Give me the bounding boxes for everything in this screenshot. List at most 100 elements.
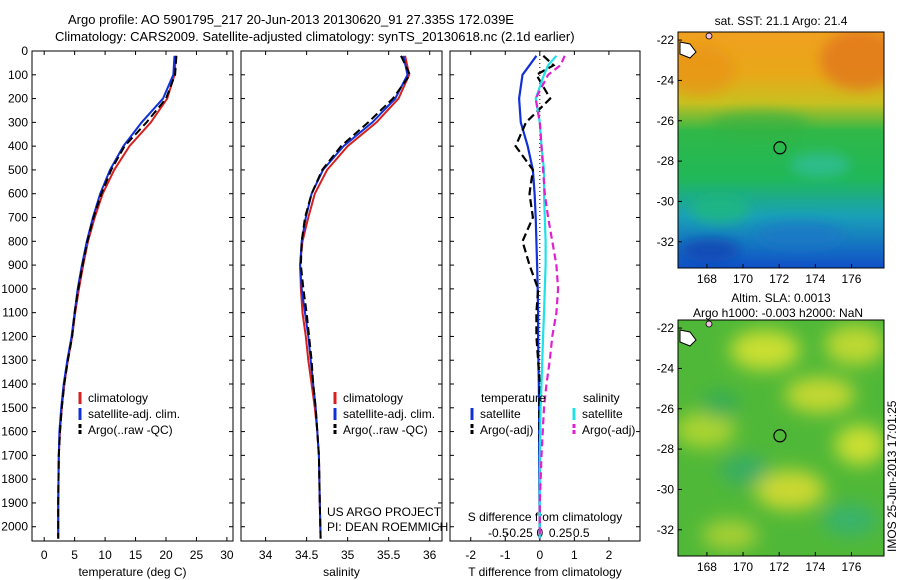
s-tick-label: 0.25 bbox=[549, 526, 573, 540]
x-tick-label: 5 bbox=[71, 548, 78, 562]
annotation: PI: DEAN ROEMMICH bbox=[327, 520, 448, 534]
map-y-tick-label: -30 bbox=[657, 194, 675, 208]
salinity-panel: 34 34.5 35 35.5 36 salinity climatology satelli… bbox=[240, 50, 448, 579]
x-tick-label: 35 bbox=[341, 548, 355, 562]
map-x-tick-label: 168 bbox=[697, 560, 717, 574]
legend-entry: climatology bbox=[343, 391, 403, 405]
map-axes: 168 170 172 174 176 -22 -24 -26 -28 -30 -32 sat. SS… bbox=[657, 14, 899, 574]
y-tick-label: 2000 bbox=[1, 520, 28, 534]
legend-entry: satellite bbox=[582, 407, 623, 421]
s-tick-label: 0.5 bbox=[573, 526, 590, 540]
x-tick-label: 0 bbox=[41, 548, 48, 562]
map-x-tick-label: 174 bbox=[805, 272, 825, 286]
x-tick-label: 1 bbox=[571, 548, 578, 562]
map-x-tick-label: 176 bbox=[841, 560, 861, 574]
x-tick-label: 0 bbox=[536, 548, 543, 562]
legend-title-salinity: salinity bbox=[583, 391, 620, 405]
y-tick-label: 500 bbox=[8, 163, 28, 177]
annotation: US ARGO PROJECT bbox=[327, 505, 442, 519]
y-tick-label: 1500 bbox=[1, 401, 28, 415]
argo-location-marker bbox=[773, 141, 787, 155]
map-y-tick-label: -30 bbox=[657, 482, 675, 496]
legend-entry: satellite-adj. clim. bbox=[88, 407, 180, 421]
map-y-tick-label: -26 bbox=[657, 402, 675, 416]
y-tick-label: 700 bbox=[8, 211, 28, 225]
argo-location-marker bbox=[773, 429, 787, 443]
y-tick-label: 100 bbox=[8, 68, 28, 82]
x-tick-label: 15 bbox=[129, 548, 143, 562]
legend-entry: satellite-adj. clim. bbox=[343, 407, 435, 421]
y-tick-label: 400 bbox=[8, 139, 28, 153]
y-tick-label: 1300 bbox=[1, 353, 28, 367]
legend-entry: Argo(..raw -QC) bbox=[343, 423, 428, 437]
sla-map-title-line1: Altim. SLA: 0.0013 bbox=[731, 291, 831, 305]
legend-entry: Argo(..raw -QC) bbox=[88, 423, 173, 437]
map-x-tick-label: 172 bbox=[769, 560, 789, 574]
y-tick-label: 1000 bbox=[1, 282, 28, 296]
map-frame bbox=[677, 31, 885, 269]
x-tick-label: 25 bbox=[190, 548, 204, 562]
difference-panel: -2 -1 0 1 2 T difference from climatology -0.5… bbox=[449, 50, 641, 579]
map-y-tick-label: -24 bbox=[657, 73, 675, 87]
temperature-panel: 0100200300400500600700800900100011001200… bbox=[1, 44, 234, 579]
s-tick-label: -0.25 bbox=[505, 526, 533, 540]
x-tick-label: -2 bbox=[465, 548, 476, 562]
x-tick-label: 2 bbox=[606, 548, 613, 562]
sla-map bbox=[678, 320, 884, 556]
map-frame bbox=[677, 319, 885, 557]
x-tick-label: 36 bbox=[423, 548, 437, 562]
sst-map-texture bbox=[678, 32, 884, 262]
map-y-tick-label: -22 bbox=[657, 321, 675, 335]
y-tick-label: 1400 bbox=[1, 377, 28, 391]
figure-title-line1: Argo profile: AO 5901795_217 20-Jun-2013… bbox=[68, 12, 514, 27]
island-shape bbox=[679, 41, 697, 59]
y-tick-label: 1200 bbox=[1, 329, 28, 343]
map-y-tick-label: -32 bbox=[657, 523, 675, 537]
reference-dot bbox=[705, 32, 713, 40]
map-y-tick-label: -32 bbox=[657, 235, 675, 249]
y-tick-label: 600 bbox=[8, 187, 28, 201]
y-tick-label: 0 bbox=[21, 44, 28, 58]
x-tick-label: 30 bbox=[220, 548, 234, 562]
y-tick-label: 900 bbox=[8, 258, 28, 272]
series-line-2 bbox=[57, 55, 178, 539]
x-tick-label: 10 bbox=[98, 548, 112, 562]
y-tick-label: 300 bbox=[8, 115, 28, 129]
island-shape bbox=[679, 329, 697, 347]
y-tick-label: 1900 bbox=[1, 496, 28, 510]
legend-entry: Argo(-adj) bbox=[480, 423, 533, 437]
x-tick-label: 34 bbox=[259, 548, 273, 562]
y-tick-label: 1700 bbox=[1, 448, 28, 462]
series-line-2 bbox=[299, 55, 412, 539]
legend-entry: satellite bbox=[480, 407, 521, 421]
y-tick-label: 1800 bbox=[1, 472, 28, 486]
figure-title-line2: Climatology: CARS2009. Satellite-adjuste… bbox=[55, 29, 575, 44]
y-tick-label: 1600 bbox=[1, 425, 28, 439]
x-tick-label: 35.5 bbox=[377, 548, 401, 562]
y-tick-label: 1100 bbox=[2, 306, 28, 320]
sst-map-title: sat. SST: 21.1 Argo: 21.4 bbox=[715, 14, 848, 28]
map-y-tick-label: -28 bbox=[657, 154, 675, 168]
map-x-tick-label: 170 bbox=[733, 560, 753, 574]
x-tick-label: 20 bbox=[159, 548, 173, 562]
map-x-tick-label: 172 bbox=[769, 272, 789, 286]
legend-entry: Argo(-adj) bbox=[582, 423, 635, 437]
map-y-tick-label: -26 bbox=[657, 114, 675, 128]
x-tick-label: 34.5 bbox=[295, 548, 319, 562]
timestamp: IMOS 25-Jun-2013 17:01:25 bbox=[885, 400, 899, 552]
map-y-tick-label: -22 bbox=[657, 33, 675, 47]
series-line-3 bbox=[534, 55, 566, 539]
map-x-tick-label: 170 bbox=[733, 272, 753, 286]
x-axis-label: T difference from climatology bbox=[468, 565, 622, 579]
sla-map-title-line2: Argo h1000: -0.003 h2000: NaN bbox=[693, 306, 863, 320]
map-x-tick-label: 176 bbox=[841, 272, 861, 286]
x-axis-label: salinity bbox=[323, 565, 360, 579]
reference-dot bbox=[705, 320, 713, 328]
y-tick-label: 200 bbox=[8, 92, 28, 106]
plot-frame bbox=[240, 50, 443, 542]
map-x-tick-label: 168 bbox=[697, 272, 717, 286]
s-tick-label: -0.5 bbox=[488, 526, 509, 540]
legend-title-temperature: temperature bbox=[481, 391, 546, 405]
s-axis-label: S difference from climatology bbox=[468, 510, 623, 524]
